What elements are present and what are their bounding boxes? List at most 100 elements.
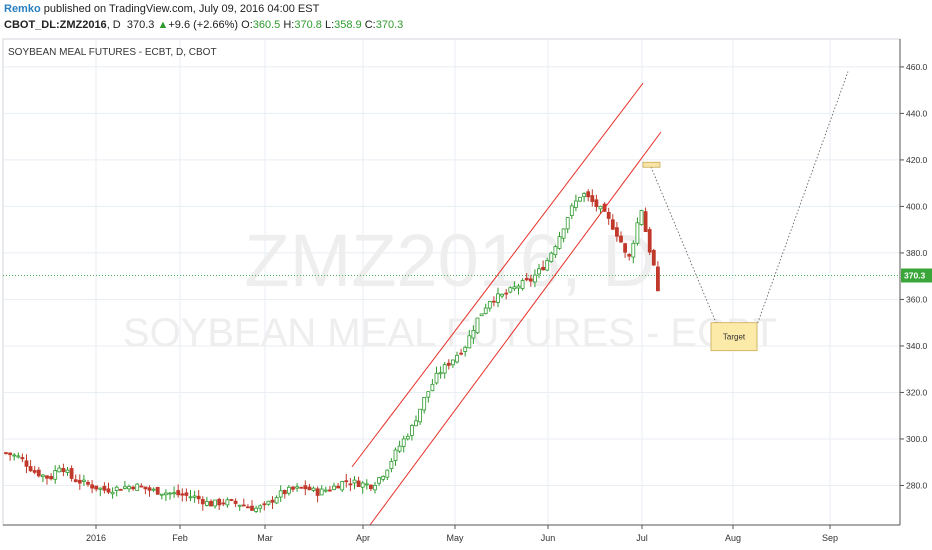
candle-body bbox=[360, 482, 365, 488]
candle-body bbox=[619, 235, 623, 243]
candle-body bbox=[565, 217, 570, 230]
time-axis[interactable]: 2016 Feb Mar Apr May Jun Jul Aug Sep bbox=[3, 524, 900, 543]
x-tick-label: Aug bbox=[725, 533, 741, 543]
candle-body bbox=[332, 485, 336, 490]
candle-body bbox=[569, 205, 574, 216]
candle-body bbox=[520, 280, 525, 289]
candle-body bbox=[389, 460, 394, 470]
candle-body bbox=[586, 191, 591, 198]
candle-body bbox=[286, 486, 291, 494]
candle-body bbox=[245, 506, 250, 509]
candle-body bbox=[221, 502, 226, 505]
open-label: O: bbox=[241, 19, 253, 31]
candle-body bbox=[12, 454, 17, 457]
candle-body bbox=[41, 474, 45, 478]
candle-body bbox=[635, 222, 640, 244]
close-label: C: bbox=[364, 19, 376, 31]
candle-body bbox=[57, 467, 62, 473]
x-tick-label: Mar bbox=[257, 533, 273, 543]
target-box bbox=[710, 322, 758, 352]
candle-body bbox=[500, 293, 505, 297]
channel-lower-line bbox=[369, 131, 662, 526]
candle-body bbox=[368, 484, 373, 490]
candle-body bbox=[98, 487, 103, 490]
candle-body bbox=[434, 372, 439, 384]
candle-body bbox=[578, 196, 582, 202]
candle-body bbox=[590, 195, 595, 202]
candle-body bbox=[615, 227, 619, 237]
candle-body bbox=[123, 486, 127, 489]
candle-body bbox=[479, 313, 484, 317]
candle-body bbox=[446, 362, 451, 366]
x-tick-label: Jul bbox=[636, 533, 648, 543]
candle-body bbox=[639, 210, 644, 225]
candle-body bbox=[528, 278, 533, 282]
candle-body bbox=[135, 483, 140, 491]
candle-body bbox=[254, 507, 259, 512]
chart-title: SOYBEAN MEAL FUTURES - ECBT, D, CBOT bbox=[8, 47, 217, 58]
candle-body bbox=[229, 499, 234, 501]
candle-body bbox=[250, 505, 254, 511]
candle-body bbox=[77, 479, 82, 484]
candle-body bbox=[545, 260, 550, 271]
interval: , D bbox=[106, 19, 121, 31]
candle-body bbox=[541, 266, 545, 271]
candle-body bbox=[610, 219, 615, 230]
candle-body bbox=[200, 499, 205, 505]
candle-body bbox=[237, 504, 242, 507]
publish-info: published on TradingView.com, July 09, 2… bbox=[40, 3, 320, 15]
price-chart[interactable]: ZMZ2016, D SOYBEAN MEAL FUTURES - ECBT S… bbox=[0, 36, 932, 550]
candle-body bbox=[504, 292, 509, 295]
candle-body bbox=[623, 243, 627, 253]
low-value: 358.9 bbox=[334, 19, 362, 31]
y-tick-label: 460.0 bbox=[906, 62, 928, 72]
price-axis[interactable]: 280.0 300.0 320.0 340.0 360.0 380.0 400.0 420.0… bbox=[899, 39, 932, 525]
y-tick-label: 320.0 bbox=[906, 387, 928, 397]
candle-body bbox=[385, 469, 390, 478]
candle-body bbox=[28, 466, 33, 472]
candle-body bbox=[348, 483, 353, 486]
candle-body bbox=[491, 300, 496, 303]
projection-start-box bbox=[642, 161, 661, 168]
candle-body bbox=[340, 481, 345, 491]
candle-body bbox=[90, 484, 94, 489]
candle-body bbox=[209, 500, 213, 507]
candle-body bbox=[319, 488, 324, 496]
up-arrow-icon: ▲ bbox=[157, 19, 169, 31]
candle-body bbox=[438, 372, 443, 375]
candle-body bbox=[323, 489, 328, 492]
candle-body bbox=[204, 501, 209, 506]
candle-body bbox=[574, 200, 578, 208]
candle-body bbox=[463, 346, 468, 352]
author-link[interactable]: Remko bbox=[4, 3, 41, 15]
candle-body bbox=[184, 492, 189, 496]
y-tick-label: 440.0 bbox=[906, 108, 928, 118]
candle-body bbox=[131, 486, 136, 490]
candle-body bbox=[114, 486, 119, 491]
y-tick-label: 420.0 bbox=[906, 155, 928, 165]
close-value: 370.3 bbox=[375, 19, 404, 31]
candle-body bbox=[20, 457, 25, 460]
candle-body bbox=[274, 497, 279, 504]
candles bbox=[4, 189, 660, 514]
candle-body bbox=[409, 425, 414, 436]
candle-body bbox=[594, 199, 599, 207]
candle-body bbox=[217, 498, 222, 506]
header: Remko published on TradingView.com, July… bbox=[0, 0, 932, 36]
candle-body bbox=[582, 193, 586, 198]
candle-body bbox=[110, 491, 115, 495]
candle-body bbox=[192, 495, 197, 498]
candle-body bbox=[172, 492, 177, 495]
candle-body bbox=[303, 485, 308, 490]
candle-body bbox=[233, 500, 238, 504]
candle-body bbox=[258, 505, 263, 509]
candle-body bbox=[537, 268, 541, 275]
candle-body bbox=[643, 211, 648, 232]
candle-body bbox=[450, 359, 455, 366]
candle-body bbox=[176, 490, 181, 496]
candle-body bbox=[352, 479, 357, 484]
candle-body bbox=[405, 435, 410, 440]
grid bbox=[2, 38, 901, 526]
candle-body bbox=[467, 335, 472, 349]
candle-body bbox=[282, 489, 287, 495]
